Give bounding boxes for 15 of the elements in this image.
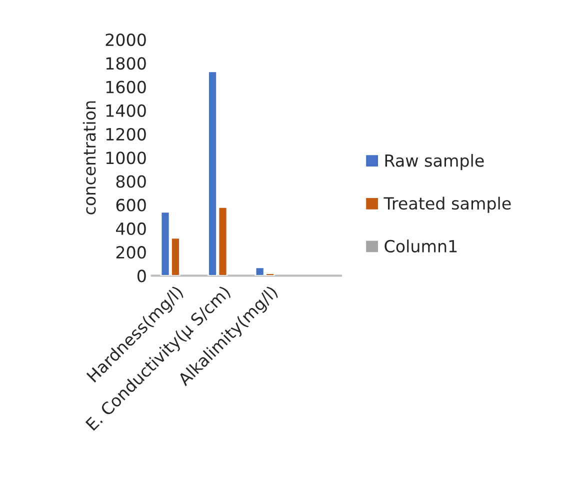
y-tick-label: 600 bbox=[116, 198, 146, 212]
y-tick-label: 1600 bbox=[106, 80, 146, 94]
y-tick-label: 1400 bbox=[106, 104, 146, 117]
legend-label: Raw sample bbox=[385, 154, 484, 170]
y-axis-title: concentration bbox=[82, 101, 96, 214]
y-tick-label: 400 bbox=[116, 222, 146, 236]
y-tick-label: 1200 bbox=[106, 128, 146, 141]
y-tick-label: 800 bbox=[116, 175, 146, 188]
legend-label: Treated sample bbox=[384, 196, 511, 213]
y-tick-label: 2000 bbox=[106, 33, 146, 46]
y-tick-label: 1800 bbox=[106, 57, 146, 70]
y-tick-label: 0 bbox=[137, 270, 146, 282]
legend-label: Column1 bbox=[384, 240, 457, 252]
y-tick-label: 200 bbox=[116, 246, 146, 259]
y-tick-label: 1000 bbox=[106, 152, 146, 164]
